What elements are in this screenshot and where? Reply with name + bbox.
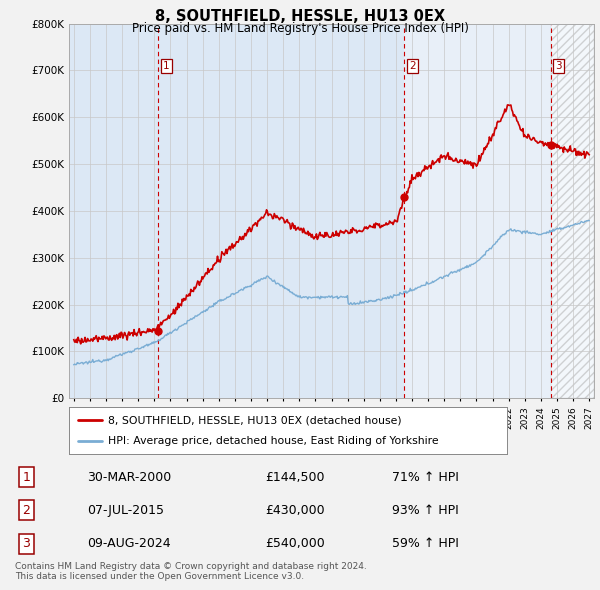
Text: £540,000: £540,000 xyxy=(265,537,325,550)
Point xyxy=(400,192,409,202)
Text: 3: 3 xyxy=(22,537,31,550)
Text: 2: 2 xyxy=(22,504,31,517)
Point xyxy=(154,326,163,335)
Text: 1: 1 xyxy=(22,471,31,484)
Text: 2: 2 xyxy=(409,61,416,71)
Text: 09-AUG-2024: 09-AUG-2024 xyxy=(87,537,170,550)
Text: 8, SOUTHFIELD, HESSLE, HU13 0EX: 8, SOUTHFIELD, HESSLE, HU13 0EX xyxy=(155,9,445,24)
Text: 3: 3 xyxy=(556,61,562,71)
Text: 1: 1 xyxy=(163,61,170,71)
Bar xyxy=(69,24,404,398)
Text: HPI: Average price, detached house, East Riding of Yorkshire: HPI: Average price, detached house, East… xyxy=(109,436,439,446)
Text: 71% ↑ HPI: 71% ↑ HPI xyxy=(392,471,459,484)
Text: £430,000: £430,000 xyxy=(265,504,325,517)
Bar xyxy=(551,24,594,398)
Text: Price paid vs. HM Land Registry's House Price Index (HPI): Price paid vs. HM Land Registry's House … xyxy=(131,22,469,35)
Text: 07-JUL-2015: 07-JUL-2015 xyxy=(87,504,164,517)
Text: 30-MAR-2000: 30-MAR-2000 xyxy=(87,471,171,484)
Text: 93% ↑ HPI: 93% ↑ HPI xyxy=(392,504,459,517)
Text: £144,500: £144,500 xyxy=(265,471,325,484)
Text: Contains HM Land Registry data © Crown copyright and database right 2024.
This d: Contains HM Land Registry data © Crown c… xyxy=(15,562,367,581)
Text: 8, SOUTHFIELD, HESSLE, HU13 0EX (detached house): 8, SOUTHFIELD, HESSLE, HU13 0EX (detache… xyxy=(109,415,402,425)
Point xyxy=(546,140,556,150)
Text: 59% ↑ HPI: 59% ↑ HPI xyxy=(392,537,459,550)
